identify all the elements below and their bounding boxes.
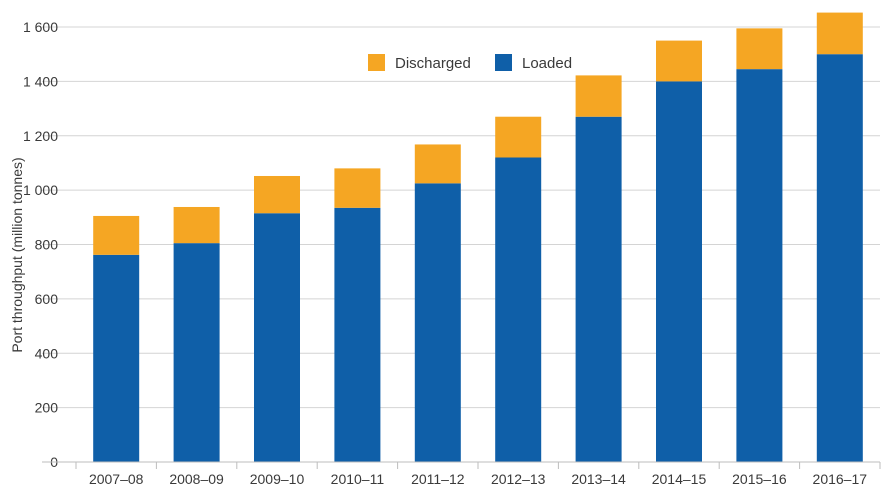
x-axis: 2007–08 2008–09 2009–10 2010–11 2011–12 2012–… [42,461,881,487]
legend-label-discharged: Discharged [395,55,471,72]
x-category-label: 2008–09 [169,471,224,487]
y-tick-label: 1 200 [23,128,58,144]
bar-segment-loaded [173,243,220,462]
x-category-label: 2015–16 [732,471,787,487]
bar-segment-loaded [334,207,381,462]
y-tick-label: 1 000 [23,182,58,198]
x-category-label: 2012–13 [491,471,546,487]
x-category-label: 2010–11 [331,471,385,487]
bar-segment-loaded [414,183,461,462]
bar-segment-discharged [334,168,381,208]
y-tick-label: 400 [35,345,59,361]
y-tick-label: 1 400 [23,73,58,89]
x-category-label: 2009–10 [250,471,305,487]
legend-swatch-loaded [495,54,512,71]
y-tick-label: 800 [35,237,59,253]
bar-segment-discharged [414,144,461,184]
bar-segment-loaded [656,81,702,462]
bar-segment-loaded [93,254,140,462]
bar-segment-discharged [656,40,702,82]
bar-segment-discharged [816,12,863,55]
bar-segment-loaded [736,69,783,462]
bar-segment-loaded [816,54,863,462]
bar-segment-loaded [254,213,300,462]
bar-segment-discharged [736,28,783,70]
x-category-label: 2016–17 [813,471,868,487]
bar-segment-discharged [93,215,140,255]
y-tick-label: 200 [35,400,59,416]
y-tick-label: 600 [35,291,59,307]
y-tick-label: 1 600 [23,19,58,35]
legend: Discharged Loaded [368,54,572,72]
bar-segment-discharged [495,116,542,158]
bar-segment-discharged [254,175,300,214]
y-axis-title: Port throughput (million tonnes) [9,157,25,352]
bar-segment-discharged [173,206,220,244]
x-category-label: 2014–15 [652,471,707,487]
legend-swatch-discharged [368,54,385,71]
x-category-label: 2011–12 [411,471,465,487]
x-category-label: 2013–14 [571,471,626,487]
legend-label-loaded: Loaded [522,55,572,72]
x-category-label: 2007–08 [89,471,144,487]
bar-segment-discharged [575,75,622,117]
bar-segment-loaded [495,157,542,462]
bar-segment-loaded [575,116,622,462]
bars [93,12,863,462]
